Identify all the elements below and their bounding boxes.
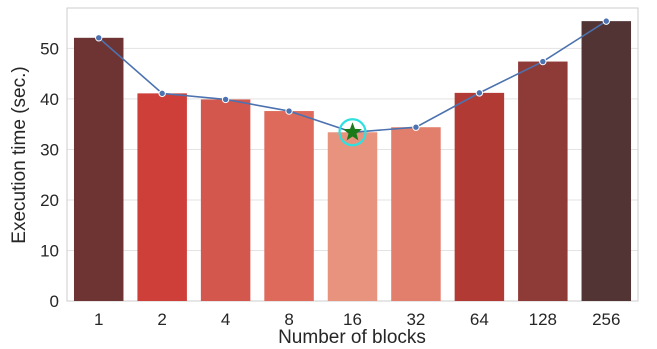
- bar-128: [518, 61, 568, 301]
- bar-2: [137, 93, 187, 301]
- x-tick-label: 2: [157, 310, 166, 329]
- x-tick-label: 128: [529, 310, 557, 329]
- x-tick-label: 256: [592, 310, 620, 329]
- trend-line: [95, 17, 610, 147]
- y-tick-label: 40: [40, 90, 59, 109]
- bar-4: [200, 99, 251, 301]
- bar-256: [581, 21, 632, 301]
- x-tick-label: 4: [221, 310, 230, 329]
- line-point: [539, 57, 547, 66]
- x-axis-label: Number of blocks: [278, 327, 426, 348]
- line-point: [285, 107, 293, 115]
- x-tick-label: 64: [470, 310, 489, 329]
- bar-8: [264, 111, 314, 301]
- bars: [73, 21, 632, 302]
- bar-32: [391, 127, 441, 301]
- y-tick-label: 0: [50, 292, 59, 311]
- star-icon: [342, 122, 363, 141]
- line-point: [95, 34, 103, 42]
- y-tick-label: 10: [40, 241, 59, 260]
- highlight-circle: [338, 118, 367, 147]
- line-point: [412, 123, 420, 131]
- line-point: [221, 95, 230, 104]
- y-tick-label: 50: [40, 39, 59, 58]
- line-point: [158, 89, 166, 98]
- y-axis-label: Execution time (sec.): [9, 66, 30, 243]
- bar-64: [454, 92, 505, 302]
- line-point: [475, 89, 484, 97]
- x-tick-label: 16: [343, 310, 362, 329]
- x-tick-label: 32: [406, 310, 425, 329]
- bar-16: [327, 132, 378, 301]
- y-tick-label: 30: [40, 140, 59, 159]
- line-point: [602, 17, 610, 25]
- x-tick-label: 1: [94, 310, 103, 329]
- x-tick-label: 8: [284, 310, 293, 329]
- y-tick-label: 20: [40, 191, 59, 210]
- x-axis-ticks: 1 2 4 8 16 32 64 128 256: [94, 310, 620, 329]
- bar-1: [73, 37, 124, 301]
- y-axis-ticks: 0 10 20 30 40 50: [40, 39, 59, 311]
